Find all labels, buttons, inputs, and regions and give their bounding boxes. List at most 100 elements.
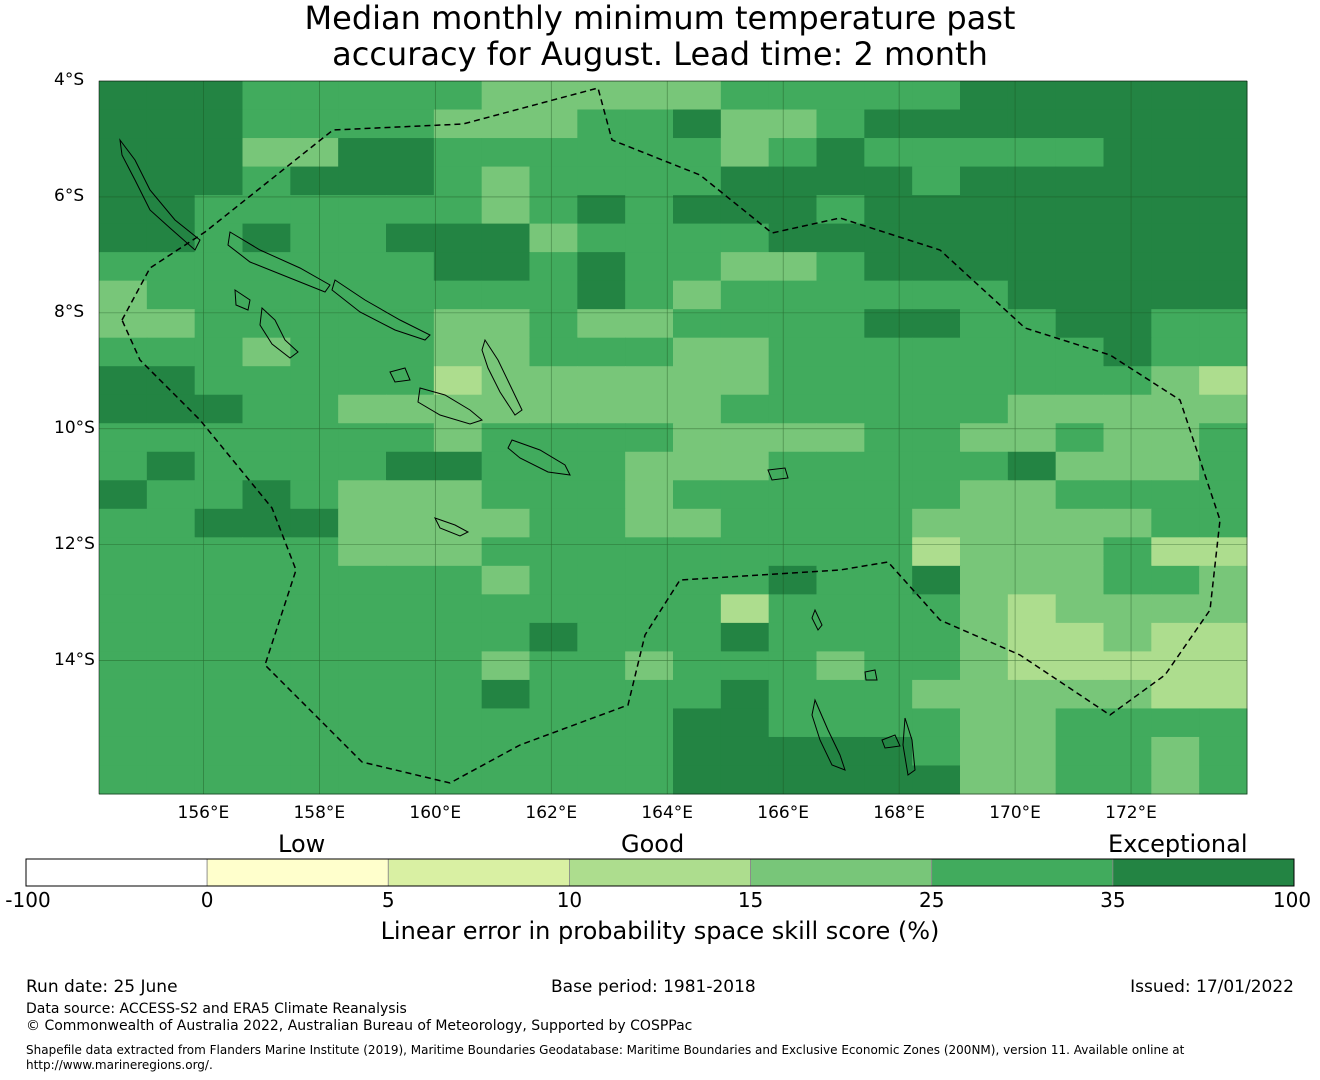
grid-cell <box>864 394 913 424</box>
grid-cell <box>912 622 961 652</box>
grid-cell <box>194 394 243 424</box>
grid-cell <box>577 508 626 538</box>
grid-cell <box>386 366 435 396</box>
grid-cell <box>146 508 196 538</box>
grid-cell <box>386 708 435 738</box>
grid-cell <box>290 223 339 253</box>
grid-cell <box>338 252 387 282</box>
grid-cell <box>481 480 530 510</box>
lon-label: 156°E <box>177 803 230 823</box>
grid-cell <box>912 138 961 168</box>
grid-cell <box>1199 480 1248 510</box>
grid-cell <box>1103 736 1152 766</box>
colorbar-segment <box>25 858 208 887</box>
grid-cell <box>433 736 483 766</box>
grid-cell <box>1007 480 1057 510</box>
grid-cell <box>194 480 243 510</box>
grid-cell <box>529 537 578 567</box>
grid-cell <box>1103 508 1152 538</box>
grid-cell <box>1103 109 1152 139</box>
grid-cell <box>338 166 387 196</box>
grid-cell <box>1055 651 1104 681</box>
colorbar-tick: 25 <box>918 888 945 912</box>
grid-cell <box>99 280 148 310</box>
grid-cell <box>99 366 148 396</box>
grid-cell <box>1199 223 1248 253</box>
lat-label: 8°S <box>54 301 85 322</box>
grid-cell <box>433 309 483 339</box>
grid-cell <box>864 537 913 567</box>
grid-cell <box>146 223 196 253</box>
grid-cell <box>577 366 626 396</box>
grid-cell <box>99 708 148 738</box>
grid-cell <box>386 337 435 367</box>
grid-cell <box>816 451 865 481</box>
grid-cell <box>1055 309 1104 339</box>
grid-cell <box>481 109 530 139</box>
grid-cell <box>673 109 722 139</box>
colorbar-tick: 35 <box>1100 888 1126 912</box>
grid-cell <box>1055 736 1104 766</box>
grid-cell <box>673 622 722 652</box>
grid-cell <box>99 423 148 453</box>
grid-cell <box>720 708 770 738</box>
grid-cell <box>99 679 148 709</box>
grid-cell <box>1151 765 1200 795</box>
grid-cell <box>864 765 913 795</box>
grid-cell <box>673 223 722 253</box>
grid-cell <box>433 195 483 225</box>
grid-cell <box>864 309 913 339</box>
grid-cell <box>1007 651 1057 681</box>
grid-cell <box>816 565 865 595</box>
grid-cell <box>433 594 483 624</box>
island-outline <box>417 387 484 425</box>
grid-cell <box>816 81 865 111</box>
grid-cell <box>1007 451 1057 481</box>
grid-cell <box>1151 565 1200 595</box>
grid-cell <box>720 423 770 453</box>
grid-cell <box>386 423 435 453</box>
grid-cell <box>816 309 865 339</box>
grid-cell <box>338 708 387 738</box>
grid-cell <box>338 138 387 168</box>
grid-cell <box>768 394 817 424</box>
lat-label: 4°S <box>54 70 85 90</box>
grid-cell <box>290 565 339 595</box>
grid-cell <box>577 195 626 225</box>
grid-cell <box>816 366 865 396</box>
island-outline <box>902 717 916 776</box>
grid-cell <box>1007 109 1057 139</box>
grid-cell <box>720 195 770 225</box>
grid-cell <box>864 480 913 510</box>
legend-category-exceptional: Exceptional <box>1108 830 1248 858</box>
grid-cell <box>1055 451 1104 481</box>
grid-cell <box>290 679 339 709</box>
grid-cell <box>242 765 291 795</box>
grid-cell <box>1103 679 1152 709</box>
grid-cell <box>912 537 961 567</box>
base-period: Base period: 1981-2018 <box>551 977 756 997</box>
grid-cell <box>194 252 243 282</box>
grid-cell <box>146 81 196 111</box>
grid-cell <box>338 195 387 225</box>
grid-cell <box>1007 366 1057 396</box>
grid-cell <box>625 508 674 538</box>
grid-cell <box>386 252 435 282</box>
grid-cell <box>912 594 961 624</box>
grid-cell <box>912 166 961 196</box>
grid-cell <box>146 622 196 652</box>
grid-cell <box>99 765 148 795</box>
grid-cell <box>1151 138 1200 168</box>
grid-cell <box>1151 337 1200 367</box>
grid-cell <box>194 138 243 168</box>
grid-cell <box>577 594 626 624</box>
grid-cell <box>242 451 291 481</box>
grid-cell <box>768 679 817 709</box>
grid-cell <box>481 679 530 709</box>
grid-cell <box>1199 651 1248 681</box>
grid-cell <box>673 508 722 538</box>
grid-cell <box>577 423 626 453</box>
grid-cell <box>146 651 196 681</box>
island-outline <box>811 698 846 771</box>
grid-cell <box>768 765 817 795</box>
